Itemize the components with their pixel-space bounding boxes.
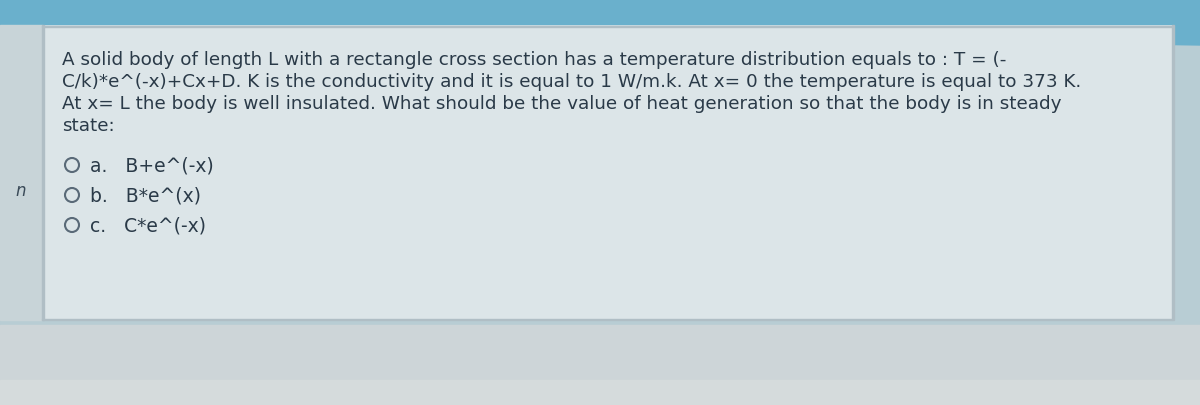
Text: A solid body of length L with a rectangle cross section has a temperature distri: A solid body of length L with a rectangl… bbox=[62, 51, 1007, 69]
Text: a.   B+e^(-x): a. B+e^(-x) bbox=[90, 156, 214, 175]
Bar bbox=[42, 319, 1172, 320]
Bar bbox=[42, 26, 43, 320]
Text: c.   C*e^(-x): c. C*e^(-x) bbox=[90, 216, 206, 235]
Text: C/k)*e^(-x)+Cx+D. K is the conductivity and it is equal to 1 W/m.k. At x= 0 the : C/k)*e^(-x)+Cx+D. K is the conductivity … bbox=[62, 73, 1081, 91]
Bar bbox=[42, 26, 1172, 28]
Text: b.   B*e^(x): b. B*e^(x) bbox=[90, 186, 202, 205]
Bar bbox=[0, 26, 1200, 106]
Bar bbox=[0, 325, 1200, 405]
Bar bbox=[0, 0, 1200, 46]
Polygon shape bbox=[0, 0, 1200, 46]
Text: state:: state: bbox=[62, 117, 115, 135]
Bar bbox=[0, 26, 42, 320]
Text: At x= L the body is well insulated. What should be the value of heat generation : At x= L the body is well insulated. What… bbox=[62, 95, 1062, 113]
Bar bbox=[1172, 26, 1174, 320]
Bar bbox=[42, 26, 1172, 320]
Text: n: n bbox=[16, 181, 26, 200]
Bar bbox=[0, 380, 1200, 405]
Bar bbox=[0, 46, 1200, 405]
